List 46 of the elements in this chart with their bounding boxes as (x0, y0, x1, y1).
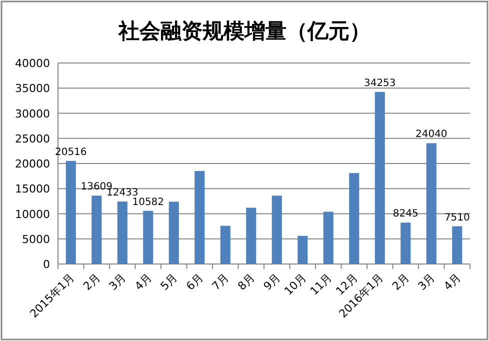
bar (426, 143, 436, 264)
y-tick-label: 20000 (15, 158, 50, 170)
bar (66, 160, 76, 264)
y-tick-label: 5000 (22, 232, 50, 246)
bar (349, 173, 360, 264)
y-tick-label: 35000 (15, 82, 50, 96)
data-label: 10582 (132, 196, 164, 208)
x-tick-label: 4月 (441, 270, 464, 293)
x-tick-label: 3月 (106, 270, 128, 293)
y-tick-label: 40000 (15, 57, 50, 70)
x-tick-label: 11月 (308, 270, 334, 298)
bar (246, 208, 256, 264)
bar (452, 226, 462, 264)
data-label: 24040 (415, 129, 448, 140)
x-tick-label: 9月 (261, 270, 283, 293)
bar (143, 210, 154, 264)
bar (323, 212, 334, 264)
x-tick-label: 3月 (416, 270, 438, 293)
x-tick-label: 4月 (132, 270, 154, 293)
y-tick-label: 10000 (15, 208, 50, 221)
y-tick-label: 15000 (15, 182, 50, 196)
data-label: 12433 (106, 188, 138, 199)
x-tick-label: 2月 (80, 270, 103, 293)
bar (92, 196, 102, 264)
x-tick-label: 5月 (158, 270, 180, 293)
data-label: 7510 (444, 212, 470, 224)
y-tick-label: 30000 (15, 107, 50, 120)
bar (374, 92, 385, 264)
bar (298, 236, 308, 264)
bar (168, 202, 179, 264)
bar (220, 226, 230, 264)
data-label: 20516 (54, 146, 87, 158)
x-tick-label: 2月 (390, 270, 412, 293)
bar (117, 202, 128, 264)
x-tick-label: 8月 (235, 270, 258, 293)
bar (272, 196, 282, 264)
bar (400, 222, 411, 264)
chart-title: 社会融资规模增量（亿元） (118, 18, 370, 43)
x-tick-label: 6月 (184, 270, 206, 293)
y-tick-label: 0 (43, 258, 50, 271)
x-tick-label: 7月 (210, 270, 232, 293)
y-tick-label: 25000 (15, 132, 50, 146)
data-label: 8245 (392, 208, 418, 220)
bar (194, 171, 205, 264)
x-tick-label: 10月 (282, 270, 309, 298)
data-label: 34253 (364, 78, 396, 89)
